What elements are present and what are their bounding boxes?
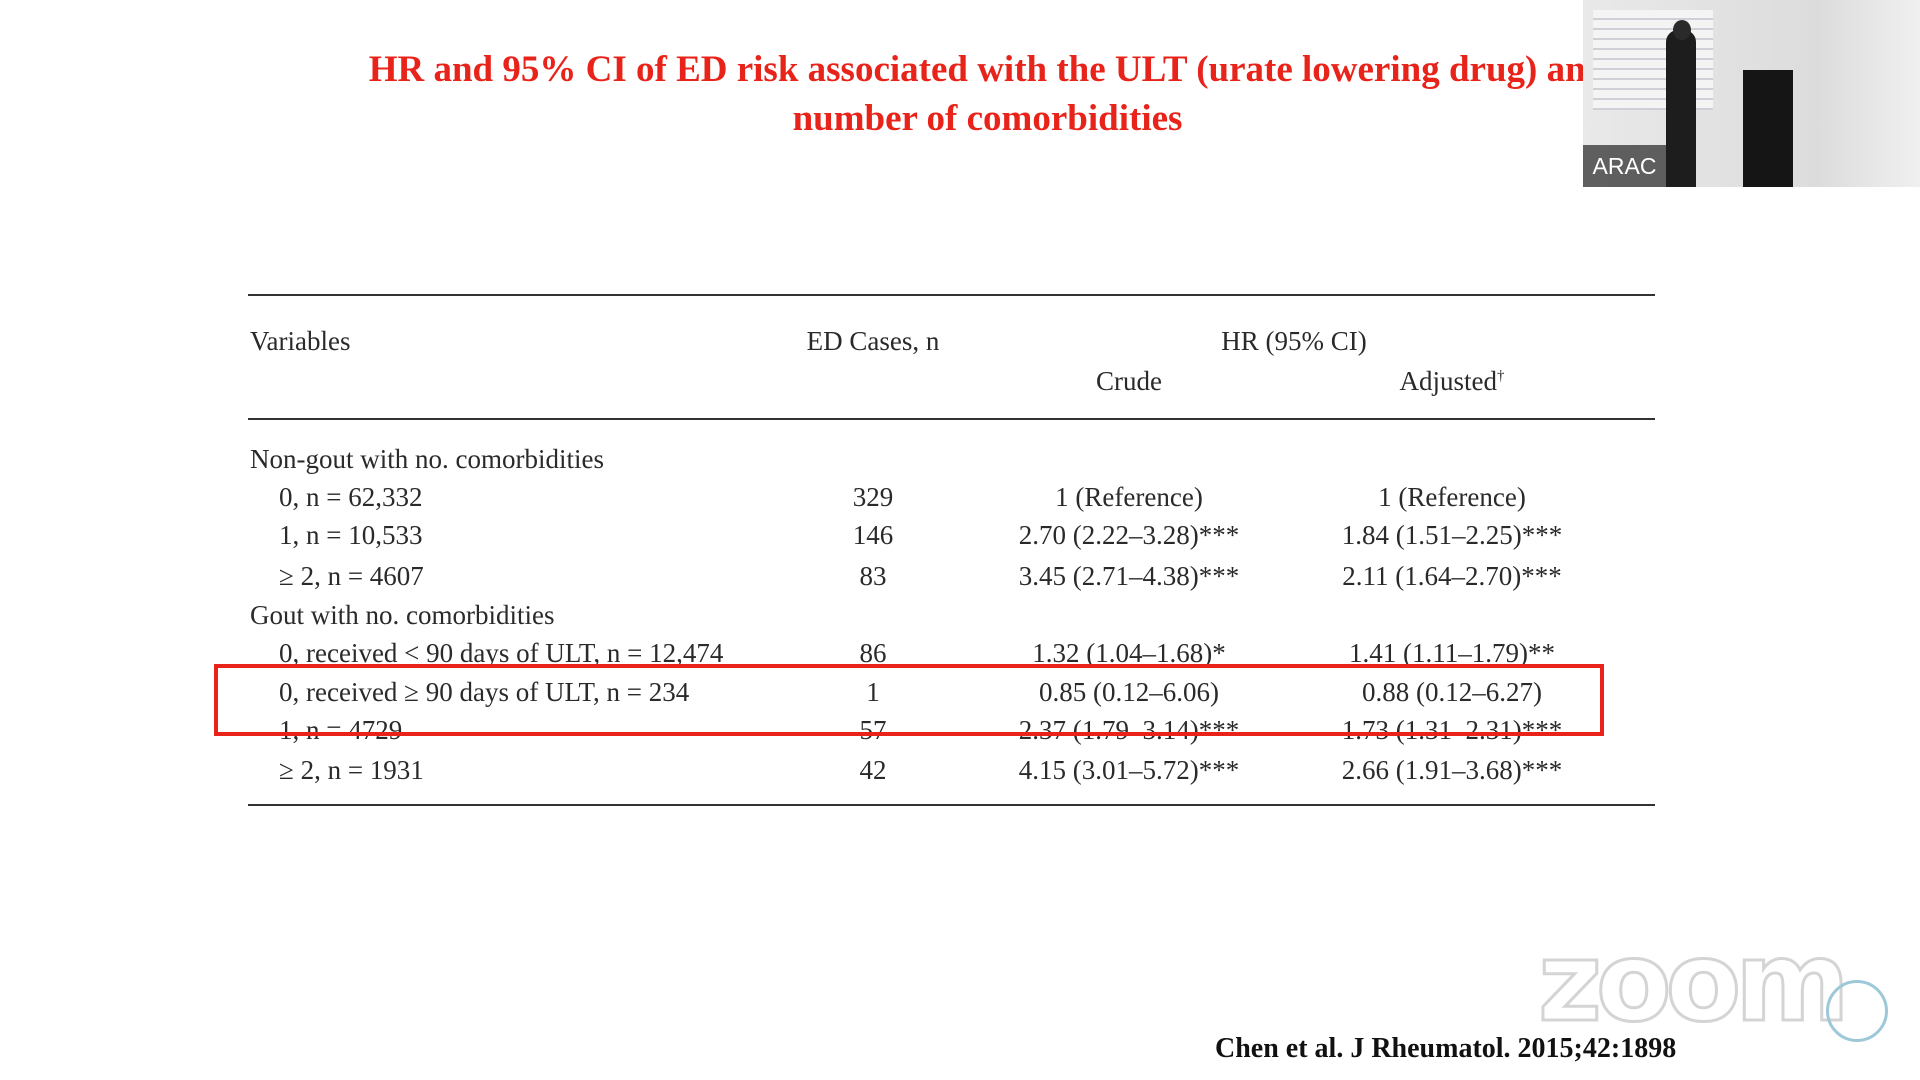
video-podium — [1743, 70, 1793, 187]
title-line: number of comorbidities — [792, 98, 1183, 139]
cell-cases: 1 — [866, 677, 880, 707]
cell-crude: 4.15 (3.01–5.72)*** — [1018, 755, 1240, 785]
title-line: HR and 95% CI of ED risk associated with… — [368, 49, 1607, 90]
cell-crude: 1.32 (1.04–1.68)* — [1032, 638, 1226, 668]
cell-crude: 2.37 (1.79–3.14)*** — [1018, 715, 1240, 745]
cell-crude: 1 (Reference) — [1055, 482, 1203, 512]
cell-adjusted: 2.66 (1.91–3.68)*** — [1341, 755, 1563, 785]
row-label: Non-gout with no. comorbidities — [250, 444, 604, 474]
cell-cases: 86 — [859, 638, 887, 668]
cell-adjusted: 2.11 (1.64–2.70)*** — [1342, 561, 1562, 591]
cell-adjusted: 1 (Reference) — [1378, 482, 1526, 512]
header-crude: Crude — [1096, 366, 1162, 396]
row-label: 1, n = 10,533 — [279, 520, 423, 550]
row-label: 0, received < 90 days of ULT, n = 12,474 — [279, 638, 724, 668]
video-person — [1666, 30, 1696, 187]
cell-cases: 146 — [852, 520, 894, 550]
video-label: ARAC — [1583, 145, 1666, 187]
row-label: 0, n = 62,332 — [279, 482, 423, 512]
row-label: Gout with no. comorbidities — [250, 600, 555, 630]
header-cases: ED Cases, n — [806, 326, 940, 356]
highlight-box — [214, 664, 1604, 736]
row-label: 1, n = 4729 — [279, 715, 403, 745]
logo-mark — [1826, 980, 1888, 1042]
header-variables: Variables — [250, 326, 351, 356]
row-label: ≥ 2, n = 4607 — [279, 561, 424, 591]
header-adjusted-mark: † — [1497, 368, 1505, 384]
cell-adjusted: 1.73 (1.31–2.31)*** — [1341, 715, 1563, 745]
cell-cases: 42 — [859, 755, 887, 785]
citation: Chen et al. J Rheumatol. 2015;42:1898 — [1215, 1033, 1677, 1064]
video-person-head — [1673, 20, 1691, 40]
cell-adjusted: 0.88 (0.12–6.27) — [1362, 677, 1542, 707]
cell-adjusted: 1.84 (1.51–2.25)*** — [1341, 520, 1563, 550]
cell-crude: 3.45 (2.71–4.38)*** — [1018, 561, 1240, 591]
cell-crude: 0.85 (0.12–6.06) — [1039, 677, 1219, 707]
table-rule — [248, 294, 1655, 296]
table-rule — [248, 804, 1655, 806]
header-hr: HR (95% CI) — [1221, 326, 1367, 356]
row-label: ≥ 2, n = 1931 — [279, 755, 424, 785]
cell-cases: 329 — [852, 482, 894, 512]
video-tile: ARAC — [1583, 0, 1920, 187]
cell-crude: 2.70 (2.22–3.28)*** — [1018, 520, 1240, 550]
cell-cases: 83 — [859, 561, 887, 591]
cell-adjusted: 1.41 (1.11–1.79)** — [1349, 638, 1555, 668]
zoom-watermark: zoom — [1537, 917, 1852, 1048]
cell-cases: 57 — [859, 715, 887, 745]
row-label: 0, received ≥ 90 days of ULT, n = 234 — [279, 677, 690, 707]
table-rule — [248, 418, 1655, 420]
header-adjusted-text: Adjusted — [1399, 366, 1498, 396]
header-adjusted: Adjusted† — [1400, 366, 1505, 397]
